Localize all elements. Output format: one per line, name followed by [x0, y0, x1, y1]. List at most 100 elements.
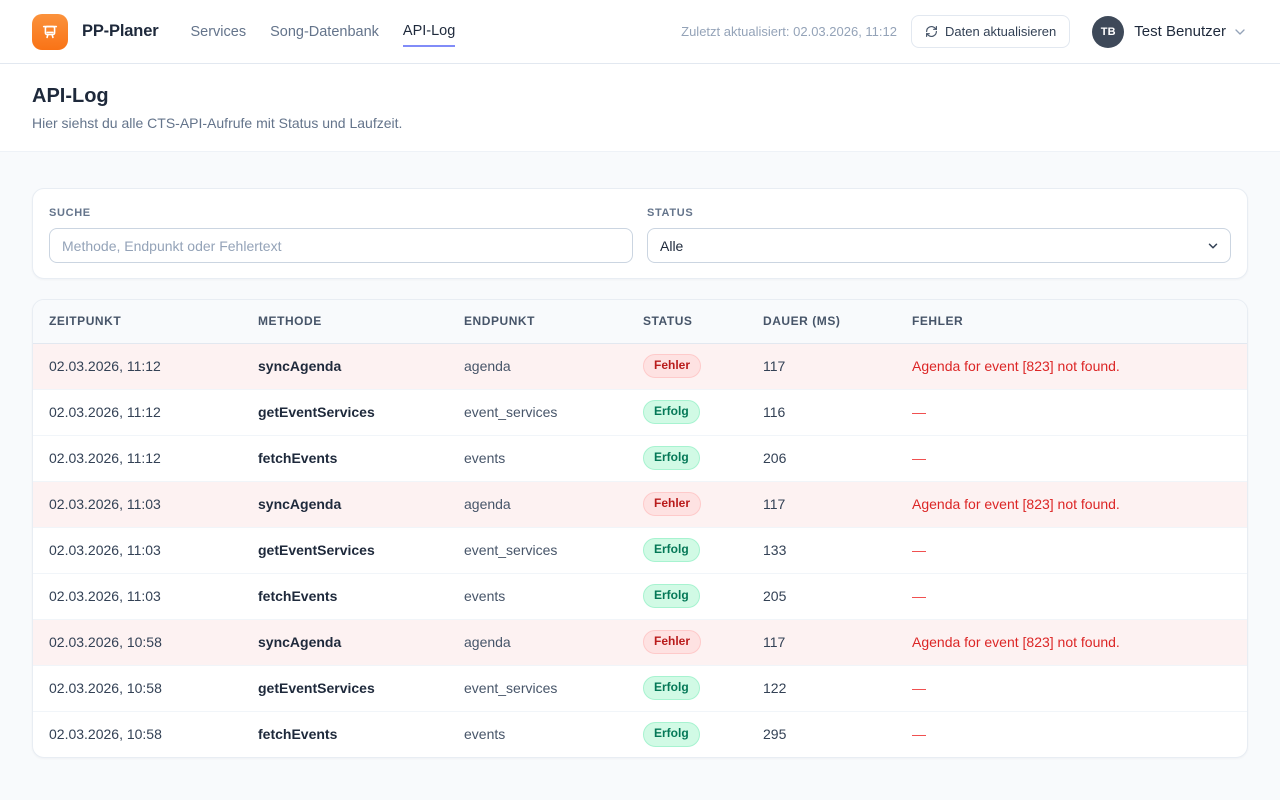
status-badge: Erfolg: [643, 445, 700, 471]
refresh-icon: [926, 26, 937, 37]
cell-methode: syncAgenda: [258, 358, 342, 374]
cell-dauer: 206: [747, 434, 896, 481]
status-badge: Erfolg: [643, 675, 700, 701]
cell-zeitpunkt: 02.03.2026, 11:03: [33, 572, 242, 619]
cell-endpunkt: agenda: [448, 480, 627, 527]
cell-fehler: —: [896, 434, 1247, 481]
search-input[interactable]: [49, 228, 633, 263]
status-badge: Erfolg: [643, 399, 700, 425]
cell-status: Fehler: [627, 480, 747, 527]
status-select[interactable]: Alle: [647, 228, 1231, 263]
cell-endpunkt: event_services: [448, 388, 627, 435]
cell-endpunkt: events: [448, 572, 627, 619]
cell-status: Erfolg: [627, 526, 747, 573]
cell-methode: fetchEvents: [242, 572, 448, 619]
cell-dauer: 122: [747, 664, 896, 711]
column-header: METHODE: [242, 300, 448, 344]
refresh-button-label: Daten aktualisieren: [944, 24, 1057, 39]
cell-methode: syncAgenda: [242, 480, 448, 527]
cell-status: Erfolg: [627, 710, 747, 757]
api-log-table-card: ZEITPUNKT METHODE ENDPUNKT STATUS DAUER (MS)…: [32, 299, 1248, 758]
user-name: Test Benutzer: [1134, 23, 1226, 40]
brand-name: PP-Planer: [82, 22, 159, 40]
cell-dauer: 117: [747, 618, 896, 665]
page-title: API-Log: [32, 85, 109, 107]
page-subtitle: Hier siehst du alle CTS-API-Aufrufe mit …: [32, 115, 403, 131]
cell-dauer: 116: [747, 388, 896, 435]
cell-zeitpunkt: 02.03.2026, 11:12: [49, 358, 161, 374]
cell-methode: getEventServices: [242, 664, 448, 711]
status-badge: Erfolg: [643, 721, 700, 747]
chevron-down-icon: [1235, 28, 1245, 35]
status-field: STATUS Alle: [647, 207, 1231, 263]
user-menu[interactable]: TB Test Benutzer: [1092, 15, 1248, 48]
cell-fehler: —: [896, 664, 1247, 711]
cell-zeitpunkt: 02.03.2026, 10:58: [33, 710, 242, 757]
header-right: Zuletzt aktualisiert: 02.03.2026, 11:12 …: [681, 15, 1248, 48]
table-row: 02.03.2026, 11:12 syncAgenda agenda Fehler 1…: [33, 343, 1247, 389]
cell-status: Fehler: [627, 618, 747, 665]
last-updated-text: Zuletzt aktualisiert: 02.03.2026, 11:12: [681, 24, 897, 39]
cell-status: Fehler: [627, 343, 747, 389]
table-row: 02.03.2026, 11:03 fetchEvents events Erfolg…: [33, 572, 1247, 619]
cell-endpunkt: events: [448, 710, 627, 757]
table-row: 02.03.2026, 10:58 syncAgenda agenda Fehler 1…: [33, 618, 1247, 665]
cell-dauer: 133: [747, 526, 896, 573]
table-row: 02.03.2026, 11:03 getEventServices event_s…: [33, 526, 1247, 573]
cell-endpunkt: event_services: [448, 664, 627, 711]
cell-zeitpunkt: 02.03.2026, 11:12: [33, 434, 242, 481]
table-row: 02.03.2026, 11:12 fetchEvents events Erfolg…: [33, 434, 1247, 481]
cell-fehler: Agenda for event [823] not found.: [896, 618, 1247, 665]
column-header: FEHLER: [896, 300, 1247, 344]
status-badge: Fehler: [643, 491, 702, 517]
cell-dauer: 205: [747, 572, 896, 619]
search-label: SUCHE: [49, 207, 91, 219]
nav-item-services[interactable]: Services: [190, 23, 247, 40]
content: SUCHE STATUS Alle ZEITPUNKTMETHODEENDPUN…: [0, 152, 1280, 800]
table-header-row: ZEITPUNKT METHODE ENDPUNKT STATUS DAUER (MS)…: [33, 300, 1247, 344]
cell-methode: getEventServices: [242, 388, 448, 435]
cell-dauer: 117: [747, 480, 896, 527]
column-header: ENDPUNKT: [448, 300, 627, 344]
cell-endpunkt: agenda: [448, 618, 627, 665]
cell-fehler: —: [896, 388, 1247, 435]
cell-dauer: 295: [747, 710, 896, 757]
nav-item-song-datenbank[interactable]: Song-Datenbank: [270, 23, 379, 40]
header-left: PP-Planer Services Song-Datenbank API-Log: [32, 13, 456, 50]
avatar: TB: [1092, 15, 1125, 48]
cell-fehler: Agenda for event [823] not found.: [912, 358, 1120, 374]
api-log-table: ZEITPUNKT METHODE ENDPUNKT STATUS DAUER (MS)…: [33, 300, 1247, 757]
status-badge: Fehler: [643, 629, 702, 655]
main-nav: Services Song-Datenbank API-Log: [190, 17, 456, 47]
cell-status: Erfolg: [627, 388, 747, 435]
cell-zeitpunkt: 02.03.2026, 11:03: [33, 480, 242, 527]
cell-status: Erfolg: [627, 664, 747, 711]
table-row: 02.03.2026, 10:58 getEventServices event_s…: [33, 664, 1247, 711]
cell-status: Erfolg: [627, 572, 747, 619]
status-badge: Erfolg: [643, 583, 700, 609]
status-badge: Erfolg: [643, 537, 700, 563]
table-row: 02.03.2026, 10:58 fetchEvents events Erfolg…: [33, 710, 1247, 757]
cell-status: Erfolg: [627, 434, 747, 481]
cell-methode: fetchEvents: [242, 710, 448, 757]
search-field: SUCHE: [49, 207, 633, 263]
nav-item-api-log[interactable]: API-Log: [402, 17, 456, 47]
cell-zeitpunkt: 02.03.2026, 11:03: [33, 526, 242, 573]
presentation-icon: [42, 25, 58, 38]
table-body: 02.03.2026, 11:12 syncAgenda agenda Fehler 1…: [33, 343, 1247, 757]
cell-fehler: Agenda for event [823] not found.: [896, 480, 1247, 527]
column-header: DAUER (MS): [747, 300, 896, 344]
cell-zeitpunkt: 02.03.2026, 10:58: [33, 618, 242, 665]
cell-methode: syncAgenda: [242, 618, 448, 665]
refresh-data-button[interactable]: Daten aktualisieren: [910, 15, 1071, 48]
cell-endpunkt: agenda: [464, 358, 511, 374]
app-header: PP-Planer Services Song-Datenbank API-Log …: [0, 0, 1280, 64]
cell-methode: fetchEvents: [242, 434, 448, 481]
column-header: STATUS: [627, 300, 747, 344]
app-logo: [32, 13, 68, 50]
cell-endpunkt: events: [448, 434, 627, 481]
cell-dauer: 117: [763, 358, 786, 374]
status-select-wrap: Alle: [647, 228, 1231, 263]
status-label: STATUS: [647, 207, 694, 219]
cell-methode: getEventServices: [242, 526, 448, 573]
